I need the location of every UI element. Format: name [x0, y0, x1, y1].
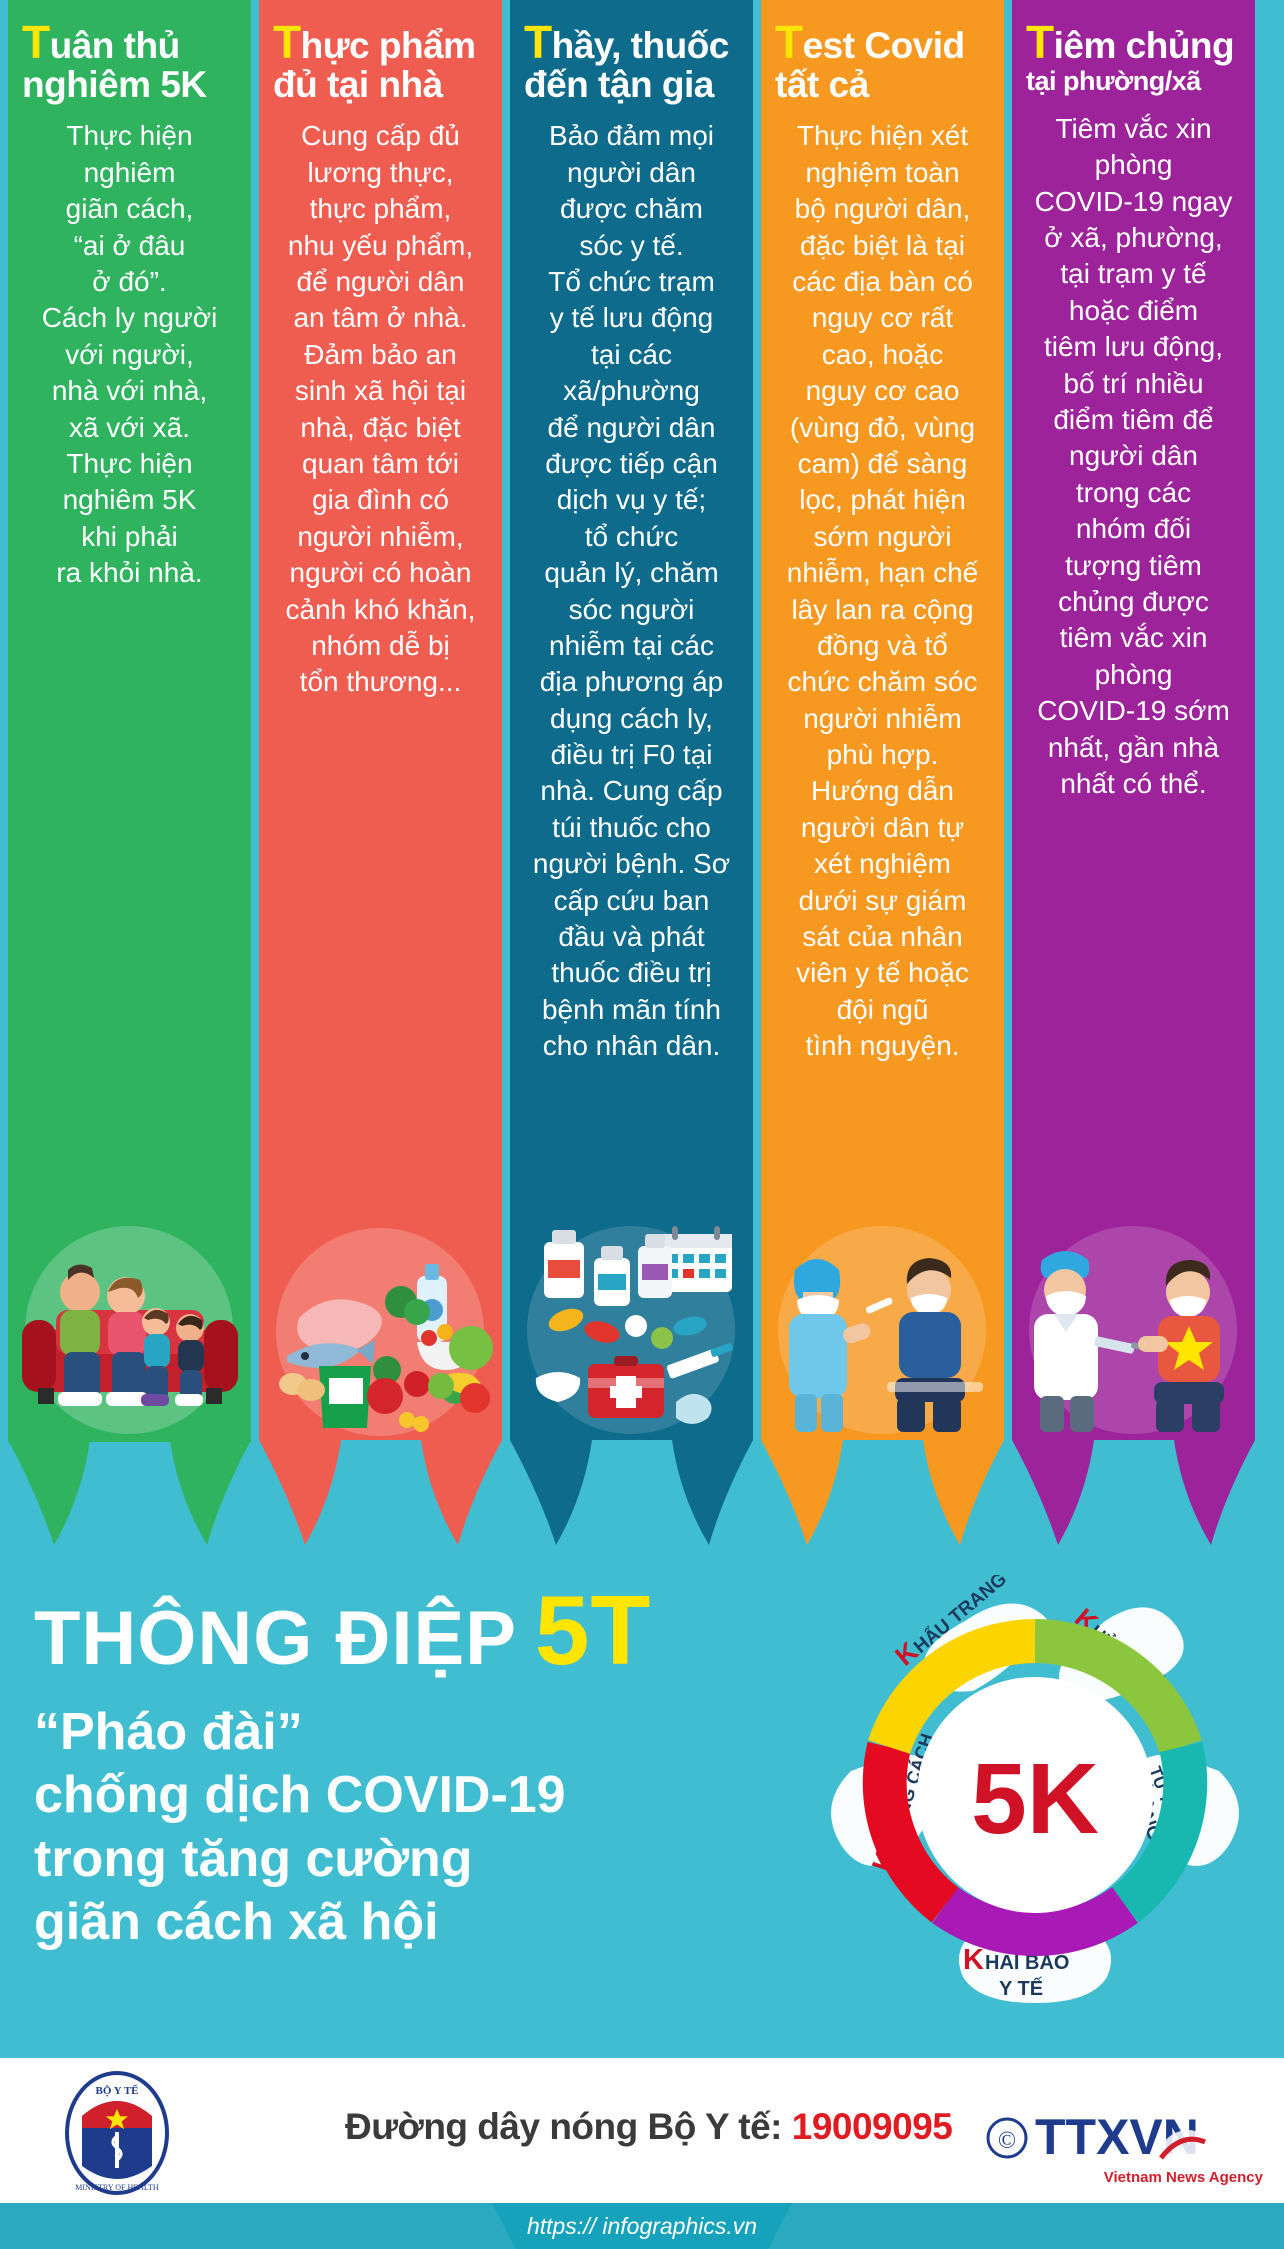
- column-body: Tuân thủ nghiêm 5K Thực hiện nghiêm giãn…: [8, 0, 251, 1440]
- illustration-testing: [761, 1180, 1004, 1440]
- message-headline-main: THÔNG ĐIỆP: [34, 1596, 517, 1681]
- column-body-text: Thực hiện nghiêm giãn cách, “ai ở đâu ở …: [41, 120, 218, 589]
- petal-label-4b: Y TẾ: [999, 1977, 1043, 2000]
- five-k-wheel: K HẨU TRANG K HỬ KHUẨN TỤ TẬP K: [815, 1575, 1255, 2015]
- column-body: Thầy, thuốc đến tận gia Bảo đảm mọi ngườ…: [510, 0, 753, 1440]
- heading-line2: nghiêm 5K: [22, 64, 207, 106]
- illustration-medicine-kit: [510, 1180, 753, 1440]
- heading-rest: est Covid: [802, 25, 966, 66]
- heading-initial: T: [22, 16, 50, 68]
- heading-subtitle: tại phường/xã: [1026, 66, 1201, 97]
- heading-rest: iêm chủng: [1053, 25, 1235, 66]
- logo-top-text: BỘ Y TẾ: [96, 2084, 139, 2097]
- column-tail: [761, 1440, 1004, 1545]
- wheel-center-label: 5K: [971, 1743, 1099, 1855]
- column-body-text: Tiêm vắc xin phòng COVID-19 ngay ở xã, p…: [1034, 112, 1233, 799]
- logo-bottom-text: MINISTRY OF HEALTH: [75, 2183, 159, 2192]
- ring-seg-3: [932, 1886, 1138, 1956]
- ring-seg-5: [868, 1619, 1036, 1755]
- hotline: Đường dây nóng Bộ Y tế: 19009095: [345, 2106, 953, 2148]
- message-block: THÔNG ĐIỆP 5T “Pháo đài” chống dịch COVI…: [34, 1581, 794, 1955]
- heading-line2: đến tận gia: [524, 64, 714, 106]
- agency-subtitle: Vietnam News Agency: [1104, 2169, 1264, 2186]
- column-thuc-pham: Thực phẩm đủ tại nhà Cung cấp đủ lương t…: [259, 0, 502, 1545]
- column-thay-thuoc: Thầy, thuốc đến tận gia Bảo đảm mọi ngườ…: [510, 0, 753, 1545]
- column-heading: Thầy, thuốc đến tận gia: [510, 0, 753, 104]
- ministry-of-health-logo: BỘ Y TẾ MINISTRY OF HEALTH: [52, 2068, 182, 2198]
- column-body: Tiêm chủng tại phường/xã Tiêm vắc xin ph…: [1012, 0, 1255, 1440]
- ring-seg-2: [1111, 1741, 1208, 1923]
- hotline-label: Đường dây nóng Bộ Y tế:: [345, 2106, 782, 2147]
- copyright-mark: ©: [998, 2128, 1016, 2154]
- illustration-groceries: [259, 1180, 502, 1440]
- wheel-ring: [862, 1619, 1208, 1956]
- ttxvn-logo: © TTXVN Vietnam News Agency: [985, 2096, 1265, 2191]
- message-headline-accent: 5T: [534, 1575, 652, 1685]
- column-tail: [8, 1440, 251, 1545]
- column-heading: Tuân thủ nghiêm 5K: [8, 0, 251, 104]
- footer-inner: BỘ Y TẾ MINISTRY OF HEALTH Đường dây nón…: [0, 2058, 1284, 2203]
- column-body-text: Bảo đảm mọi người dân được chăm sóc y tế…: [532, 120, 731, 1062]
- column-tail: [1012, 1440, 1255, 1545]
- column-tiem-chung: Tiêm chủng tại phường/xã Tiêm vắc xin ph…: [1012, 0, 1255, 1545]
- heading-initial: T: [273, 16, 301, 68]
- column-heading: Test Covid tất cả: [761, 0, 1004, 104]
- ring-seg-1: [1034, 1619, 1202, 1755]
- footer: BỘ Y TẾ MINISTRY OF HEALTH Đường dây nón…: [0, 2058, 1284, 2249]
- hotline-number: 19009095: [791, 2106, 953, 2147]
- column-heading: Thực phẩm đủ tại nhà: [259, 0, 502, 104]
- heading-line2: tất cả: [775, 64, 869, 106]
- svg-text:K: K: [963, 1944, 984, 1976]
- column-body-text: Cung cấp đủ lương thực, thực phẩm, nhu y…: [285, 120, 476, 698]
- heading-line2: đủ tại nhà: [273, 64, 443, 106]
- column-tuan-thu: Tuân thủ nghiêm 5K Thực hiện nghiêm giãn…: [8, 0, 251, 1545]
- column-body: Test Covid tất cả Thực hiện xét nghiệm t…: [761, 0, 1004, 1440]
- heading-rest: uân thủ: [49, 25, 181, 66]
- heading-rest: hực phẩm: [300, 25, 476, 66]
- message-body: “Pháo đài” chống dịch COVID-19 trong tăn…: [34, 1703, 566, 1952]
- message-headline: THÔNG ĐIỆP 5T: [34, 1581, 794, 1679]
- columns-area: Tuân thủ nghiêm 5K Thực hiện nghiêm giãn…: [8, 0, 1255, 1545]
- illustration-vaccination: [1012, 1180, 1255, 1440]
- wheel-center-disc: [917, 1677, 1153, 1913]
- heading-rest: hầy, thuốc: [551, 25, 730, 66]
- message-section: THÔNG ĐIỆP 5T “Pháo đài” chống dịch COVI…: [0, 1545, 1284, 2058]
- column-body-text: Thực hiện xét nghiệm toàn bộ người dân, …: [786, 120, 979, 1062]
- heading-initial: T: [524, 16, 552, 68]
- column-body: Thực phẩm đủ tại nhà Cung cấp đủ lương t…: [259, 0, 502, 1440]
- heading-initial: T: [775, 16, 803, 68]
- column-tail: [259, 1440, 502, 1545]
- website-url[interactable]: https:// infographics.vn: [492, 2203, 792, 2249]
- column-heading: Tiêm chủng tại phường/xã: [1012, 0, 1255, 97]
- ring-seg-4: [862, 1741, 959, 1923]
- heading-initial: T: [1026, 16, 1054, 68]
- column-test-covid: Test Covid tất cả Thực hiện xét nghiệm t…: [761, 0, 1004, 1545]
- illustration-family-on-sofa: [8, 1180, 251, 1440]
- petal-label-4: HAI BÁO: [985, 1951, 1069, 1974]
- column-tail: [510, 1440, 753, 1545]
